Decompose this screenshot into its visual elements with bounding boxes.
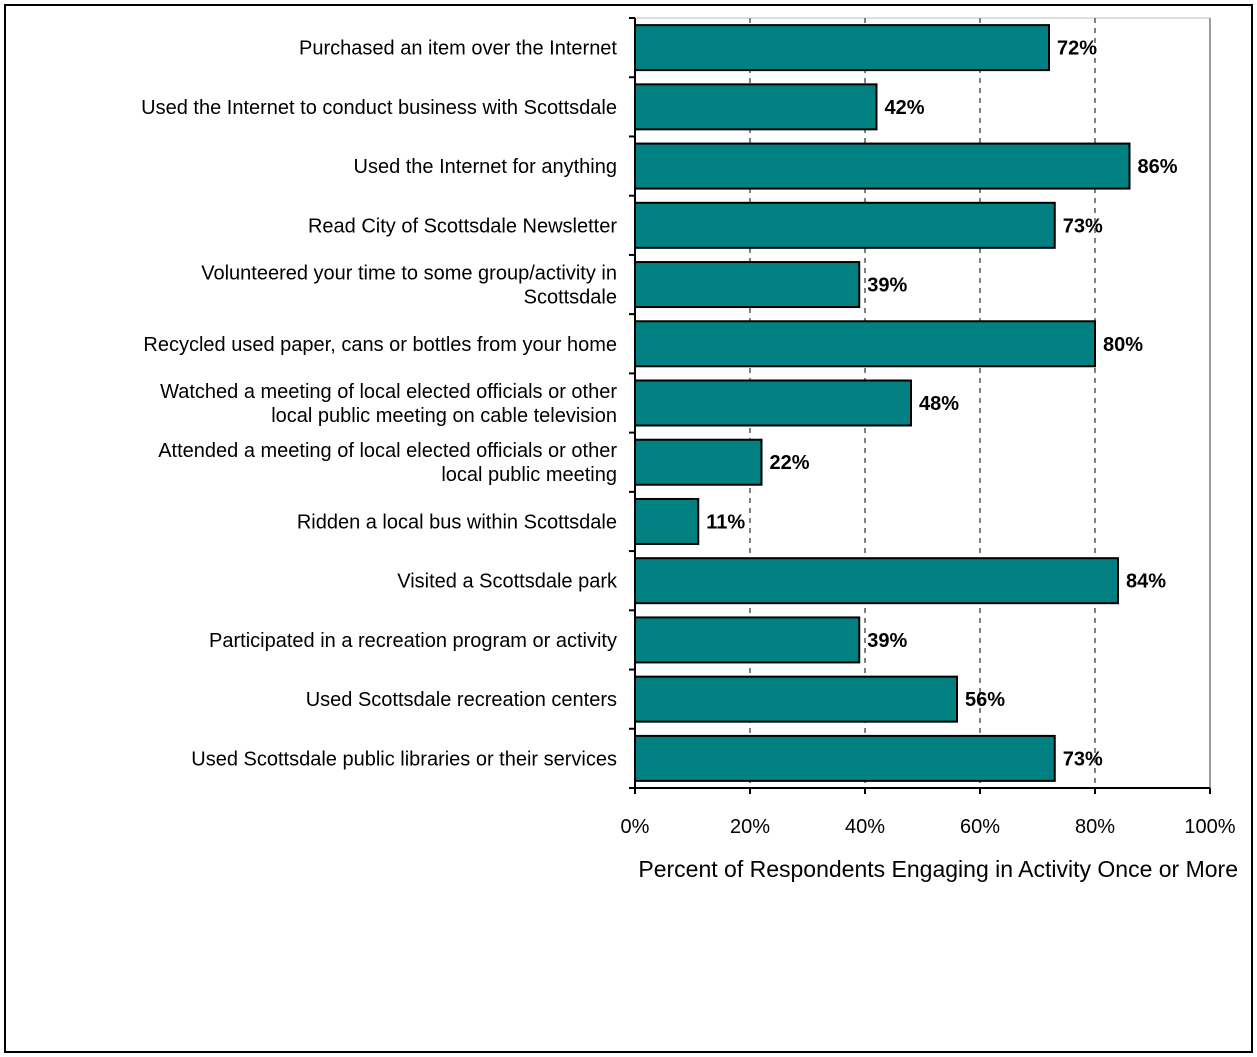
category-label: Volunteered your time to some group/acti… [201, 263, 617, 309]
bar [634, 320, 1096, 368]
bar [634, 142, 1131, 190]
category-label: Used the Internet to conduct business wi… [141, 97, 617, 119]
x-tick-label: 80% [1075, 816, 1115, 838]
bar [634, 675, 958, 723]
data-label: 22% [770, 452, 810, 474]
category-label: Participated in a recreation program or … [209, 630, 617, 652]
x-tick-label: 20% [730, 816, 770, 838]
data-label: 39% [867, 275, 907, 297]
data-label: 73% [1063, 215, 1103, 237]
category-label: Attended a meeting of local elected offi… [158, 440, 617, 486]
bar [634, 734, 1056, 782]
data-label: 48% [919, 393, 959, 415]
category-label: Used Scottsdale public libraries or thei… [191, 748, 617, 770]
data-label: 84% [1126, 571, 1166, 593]
x-tick-label: 40% [845, 816, 885, 838]
category-label: Used Scottsdale recreation centers [306, 689, 617, 711]
bar [634, 616, 861, 664]
bar [634, 379, 912, 427]
x-tick-label: 100% [1184, 816, 1235, 838]
category-label: Purchased an item over the Internet [299, 38, 617, 60]
data-label: 56% [965, 689, 1005, 711]
bar [634, 201, 1056, 249]
bar [634, 83, 878, 131]
data-label: 42% [885, 97, 925, 119]
bar [634, 261, 861, 309]
bar [634, 557, 1119, 605]
category-label: Ridden a local bus within Scottsdale [297, 511, 617, 533]
data-label: 11% [706, 511, 745, 533]
data-label: 73% [1063, 748, 1103, 770]
category-label: Visited a Scottsdale park [397, 571, 618, 593]
category-label: Recycled used paper, cans or bottles fro… [143, 334, 617, 356]
x-tick-label: 60% [960, 816, 1000, 838]
category-label: Read City of Scottsdale Newsletter [308, 215, 617, 237]
data-label: 80% [1103, 334, 1143, 356]
data-label: 86% [1138, 156, 1178, 178]
bar [634, 24, 1050, 72]
x-axis-title: Percent of Respondents Engaging in Activ… [638, 856, 1238, 882]
x-tick-label: 0% [621, 816, 650, 838]
bar [634, 438, 763, 486]
category-label: Used the Internet for anything [354, 156, 618, 178]
category-label: Watched a meeting of local elected offic… [160, 381, 617, 427]
bar [634, 497, 700, 545]
data-label: 39% [867, 630, 907, 652]
data-label: 72% [1057, 38, 1097, 60]
